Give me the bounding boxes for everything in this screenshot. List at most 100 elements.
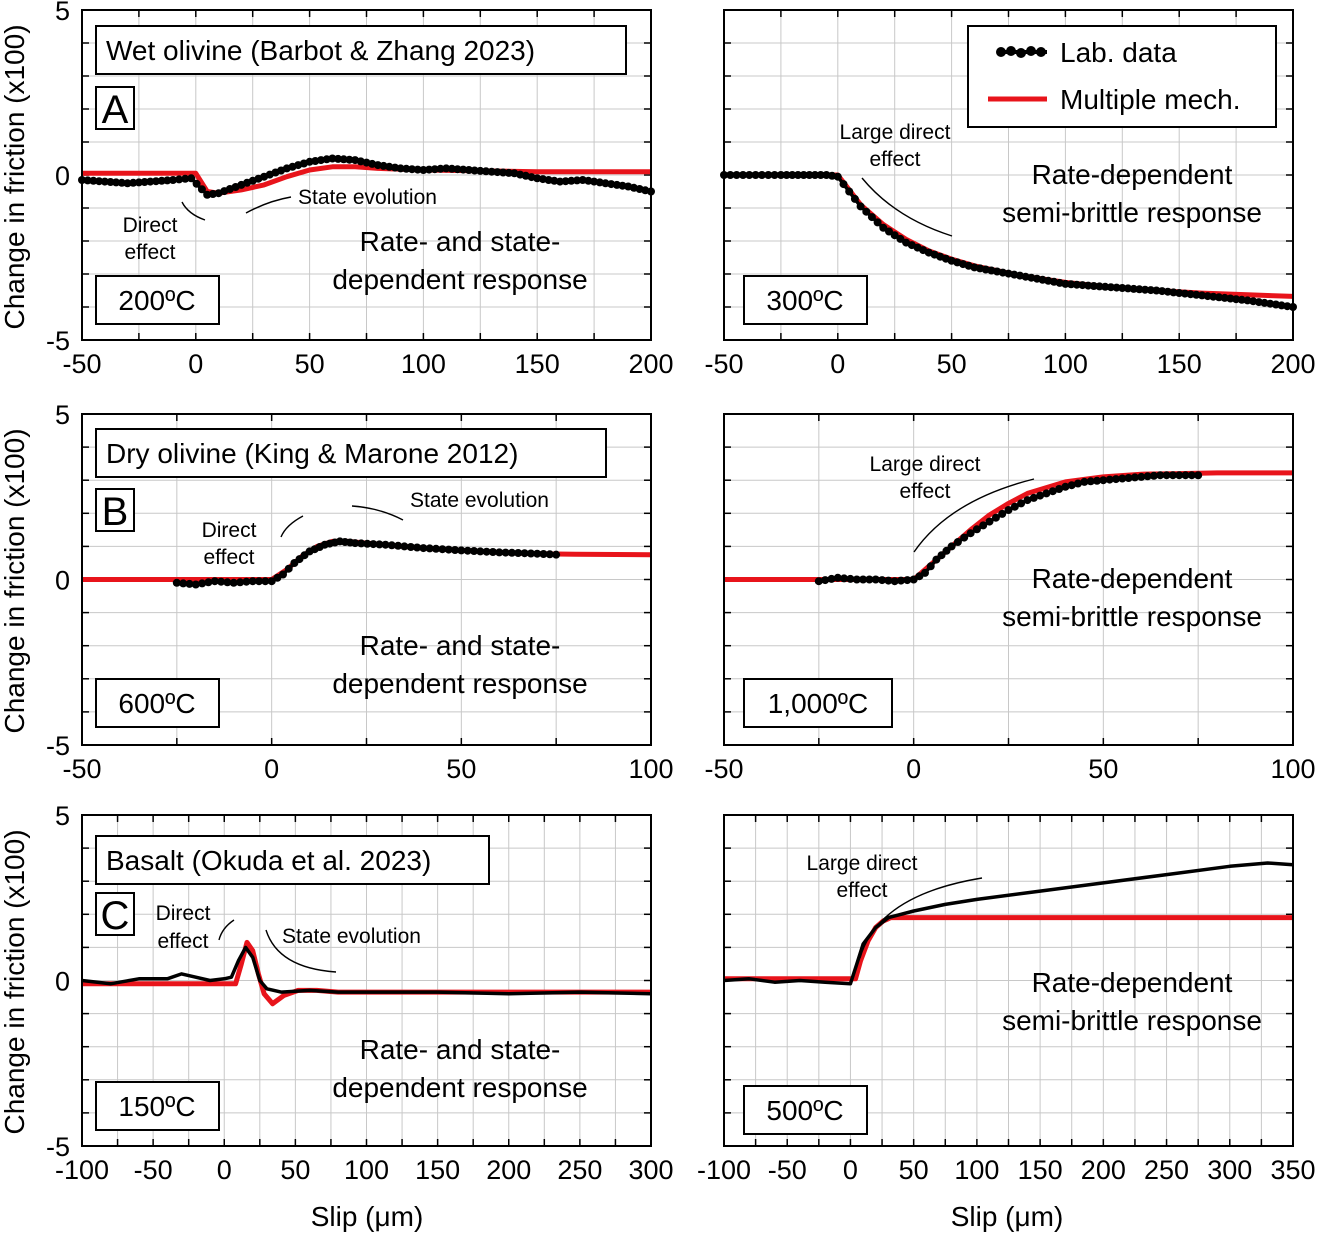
lab-data-point [1101, 282, 1110, 291]
lab-data-point [1055, 485, 1064, 493]
temp-c-right: 500ºC [766, 1095, 843, 1126]
x-tick-label: -50 [704, 754, 743, 784]
panel-C-left: -100 -50 0 50 100 150 200 250 300-505 [46, 801, 674, 1185]
lab-data-point [745, 171, 754, 179]
lab-data-point [1029, 493, 1038, 502]
lab-data-point [840, 574, 849, 583]
arrow-direct-a [181, 201, 206, 221]
lab-data-point [926, 562, 935, 571]
y-axis-label-row-b: Change in friction (x100) [0, 428, 30, 733]
lab-data-point [833, 573, 842, 582]
temp-box-a-left [95, 275, 220, 325]
title-box-b [95, 428, 607, 478]
lab-data-point [457, 546, 466, 555]
lab-data-point [514, 549, 523, 557]
lab-data-point [459, 165, 468, 174]
lab-data-point [375, 540, 384, 549]
state-label-a: State evolution [298, 186, 437, 209]
lab-data-point [1130, 473, 1139, 482]
lab-data-point [732, 171, 741, 179]
series-lab-data [723, 861, 1294, 986]
plot-frame [723, 9, 1294, 341]
lab-data-point [1061, 482, 1070, 491]
x-tick-label: 200 [1270, 349, 1315, 379]
lab-data-point [248, 577, 257, 586]
lab-data-point [953, 538, 962, 546]
x-tick-label: -100 [697, 1155, 751, 1185]
lab-data-point [229, 578, 238, 587]
lab-data-point [896, 234, 905, 243]
lab-data-points [172, 537, 561, 589]
response-a-left-2: dependent response [332, 264, 587, 295]
lab-data-point [284, 564, 293, 573]
lab-data-point [1135, 285, 1144, 294]
lab-data-point [545, 550, 554, 559]
lab-data-point [89, 176, 98, 185]
lab-data-point [1010, 502, 1019, 511]
letter-box-b [95, 488, 135, 532]
lab-data-point [191, 580, 200, 589]
response-a-right-1: Rate-dependent [1032, 159, 1233, 190]
lab-data-point [112, 178, 121, 187]
temp-box-a-right [743, 275, 868, 325]
lab-data-point [482, 167, 490, 176]
x-tick-label: 200 [486, 1155, 531, 1185]
x-tick-label: -50 [704, 349, 743, 379]
lab-data-point [406, 543, 415, 551]
letter-c: C [101, 894, 130, 938]
lab-data-point [960, 533, 969, 542]
lab-data-point [1067, 280, 1076, 289]
y-tick-label: -5 [46, 326, 70, 356]
lab-data-point [1168, 471, 1177, 480]
y-tick-label: -5 [46, 731, 70, 761]
y-tick-label: 0 [55, 967, 70, 997]
lab-data-point [1175, 471, 1184, 480]
x-tick-label: 50 [937, 349, 967, 379]
lab-data-point [175, 175, 184, 184]
temp-a-left: 200ºC [118, 285, 195, 316]
lab-data-point [811, 171, 819, 179]
lab-data-point [770, 171, 779, 179]
lab-data-point [451, 546, 459, 554]
lab-data-point [726, 171, 735, 179]
direct-label-a-2: effect [125, 241, 176, 264]
letter-b: B [102, 490, 129, 534]
lab-data-point [140, 178, 149, 186]
lab-data-point [827, 574, 836, 583]
y-tick-label: 0 [55, 161, 70, 191]
lab-data-point [1143, 472, 1152, 481]
lab-data-point [1124, 474, 1133, 482]
response-b-right-1: Rate-dependent [1032, 563, 1233, 594]
lab-data-point [339, 155, 348, 164]
lab-data-point [751, 171, 760, 179]
lab-data-point [985, 517, 994, 526]
lab-data-point [1067, 481, 1076, 490]
lab-data-point [488, 548, 497, 556]
x-tick-label: 150 [515, 349, 560, 379]
x-tick-label: 150 [415, 1155, 460, 1185]
lab-data-point [1106, 283, 1115, 292]
x-tick-label: 350 [1270, 1155, 1315, 1185]
lab-data-point [879, 223, 888, 232]
x-tick-label: 300 [1207, 1155, 1252, 1185]
lab-data-point [764, 171, 773, 179]
direct-label-c-2: effect [158, 930, 209, 953]
lab-data-point [476, 547, 485, 556]
lab-data-point [436, 164, 445, 173]
title-a: Wet olivine (Barbot & Zhang 2023) [106, 35, 535, 66]
lab-data-point [345, 155, 354, 164]
lab-data-point [903, 576, 912, 585]
lab-data-point [526, 549, 535, 558]
temp-box-b-right [743, 678, 893, 728]
lab-data-point [204, 578, 213, 587]
x-tick-label: 0 [843, 1155, 858, 1185]
lab-data-point [739, 171, 747, 179]
lab-data-point [369, 540, 378, 549]
lab-data-point [172, 578, 181, 587]
lab-data-point [890, 577, 899, 586]
response-a-right-2: semi-brittle response [1002, 197, 1262, 228]
x-axis-label-right: Slip (μm) [951, 1201, 1064, 1232]
x-tick-label: 100 [401, 349, 446, 379]
x-tick-label: -50 [62, 754, 101, 784]
lab-data-point [757, 171, 766, 179]
